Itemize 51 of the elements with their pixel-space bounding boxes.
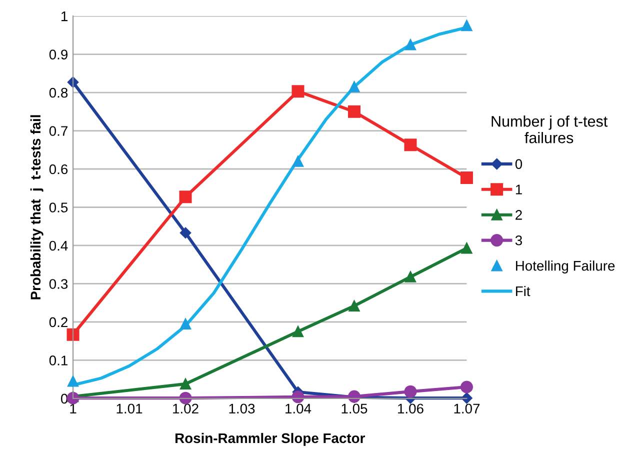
legend-label: Fit bbox=[516, 286, 530, 296]
y-tick-label: 0.8 bbox=[49, 88, 68, 98]
legend-title: Number j of t-test failures bbox=[492, 116, 608, 144]
x-tick-label: 1.04 bbox=[286, 404, 312, 414]
point bbox=[180, 318, 192, 330]
x-axis-title: Rosin-Rammler Slope Factor bbox=[175, 432, 365, 446]
y-tick-label: 0.1 bbox=[49, 356, 68, 366]
legend-label: 0 bbox=[515, 159, 522, 169]
point bbox=[180, 227, 192, 238]
point bbox=[461, 392, 472, 404]
point bbox=[348, 300, 360, 312]
legend-label: 3 bbox=[515, 235, 522, 246]
legend-label: 1 bbox=[516, 184, 522, 194]
y-axis-title: Probability that j t-tests fail bbox=[30, 115, 44, 300]
y-tick-label: 0.6 bbox=[49, 164, 68, 174]
x-tick-label: 1 bbox=[70, 404, 76, 414]
x-tick-label: 1.01 bbox=[116, 404, 142, 414]
point bbox=[67, 76, 79, 88]
point bbox=[292, 85, 304, 98]
point bbox=[292, 156, 304, 167]
y-tick-label: 1 bbox=[62, 12, 68, 22]
point bbox=[180, 378, 192, 390]
x-tick-label: 1.02 bbox=[173, 404, 198, 414]
point bbox=[404, 271, 416, 282]
y-tick-label: 0.4 bbox=[49, 240, 68, 251]
legend-label: 2 bbox=[516, 210, 522, 220]
point bbox=[461, 242, 472, 254]
x-tick-label: 1.06 bbox=[398, 404, 424, 414]
x-tick-label: 1.07 bbox=[454, 404, 480, 414]
point bbox=[67, 376, 79, 387]
y-tick-label: 0.9 bbox=[49, 50, 68, 60]
x-tick-label: 1.05 bbox=[342, 404, 368, 414]
point bbox=[404, 385, 417, 398]
point bbox=[292, 326, 304, 338]
point bbox=[292, 390, 304, 404]
point bbox=[404, 138, 417, 152]
point bbox=[404, 39, 416, 50]
y-tick-label: 0.2 bbox=[49, 317, 68, 328]
y-tick-label: 0.7 bbox=[49, 126, 68, 136]
point bbox=[179, 190, 192, 204]
point bbox=[460, 380, 473, 394]
legend-label: Hotelling Failure bbox=[516, 260, 615, 274]
y-tick-label: 0.3 bbox=[49, 279, 68, 289]
point bbox=[460, 172, 473, 184]
x-tick-label: 1.03 bbox=[229, 404, 255, 414]
point bbox=[348, 105, 360, 118]
point bbox=[66, 328, 80, 341]
y-tick-label: 0.5 bbox=[49, 202, 68, 212]
point bbox=[461, 20, 472, 32]
point bbox=[348, 81, 360, 92]
point bbox=[179, 392, 192, 404]
